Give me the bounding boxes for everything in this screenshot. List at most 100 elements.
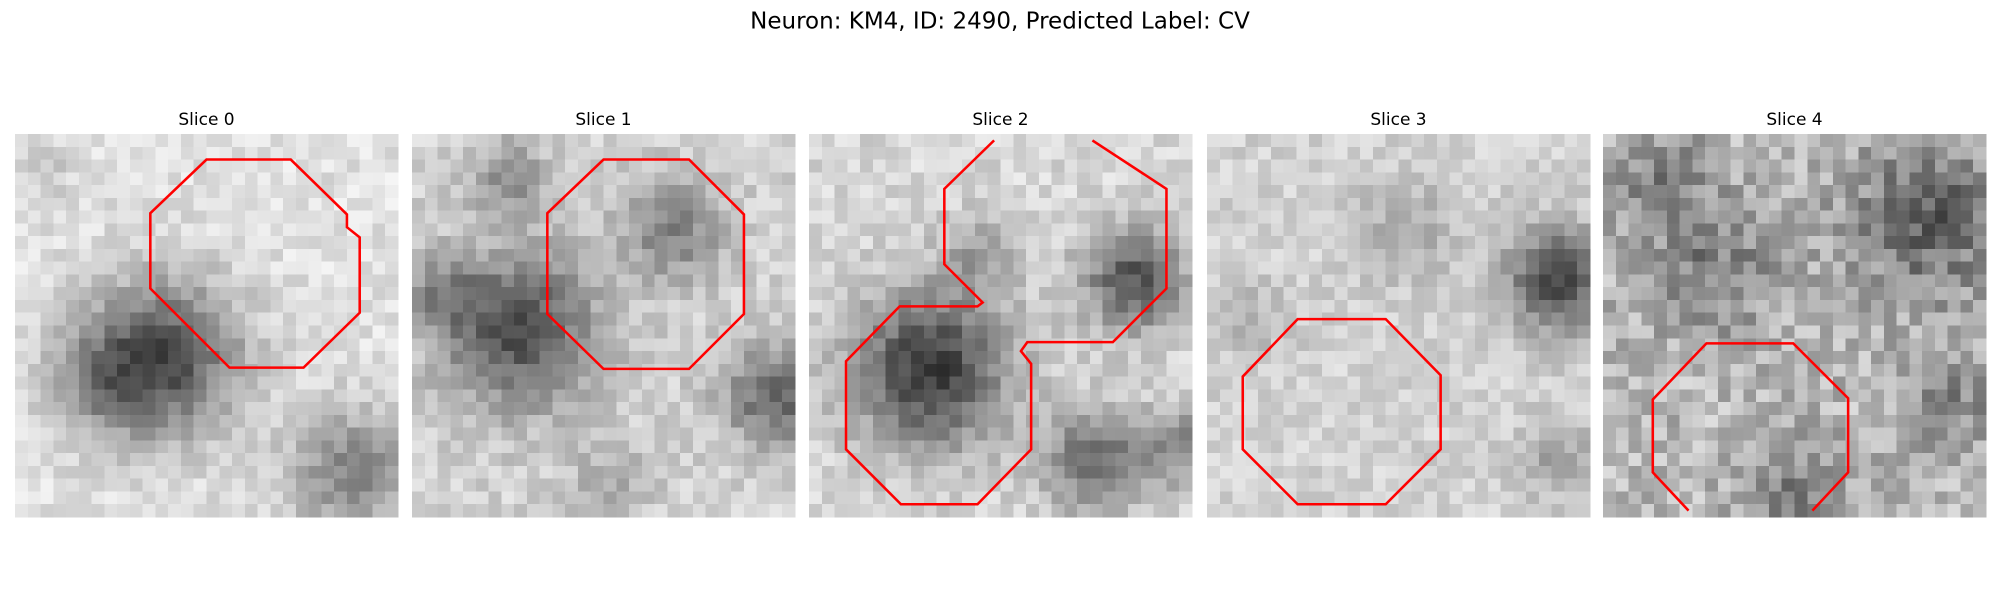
pixel [539, 172, 553, 186]
pixel [193, 312, 207, 326]
pixel [1140, 338, 1155, 352]
pixel [692, 453, 707, 467]
pixel [1077, 312, 1091, 326]
pixel [821, 210, 835, 224]
pixel [1973, 440, 1987, 454]
pixel [987, 325, 1001, 339]
pixel [1309, 236, 1323, 250]
pixel [809, 427, 823, 441]
pixel [78, 453, 92, 467]
pixel [488, 223, 502, 237]
pixel [1283, 146, 1297, 160]
slice-image [809, 134, 1193, 518]
pixel [1743, 351, 1757, 365]
pixel [232, 491, 246, 505]
pixel [1487, 478, 1502, 492]
pixel [1883, 261, 1898, 275]
pixel [1102, 134, 1116, 148]
pixel [1309, 440, 1323, 454]
pixel [1153, 440, 1167, 454]
pixel [1051, 478, 1065, 492]
pixel [359, 236, 373, 250]
pixel [1360, 248, 1374, 263]
pixel [1871, 210, 1885, 224]
pixel [885, 159, 899, 173]
pixel [180, 427, 195, 441]
pixel [27, 248, 41, 263]
pixel [911, 134, 925, 148]
pixel [514, 402, 528, 416]
pixel [1781, 134, 1795, 148]
pixel [885, 172, 899, 186]
pixel [1207, 248, 1221, 263]
pixel [756, 325, 770, 339]
pixel [219, 287, 233, 301]
pixel [1347, 453, 1361, 467]
pixel [1283, 159, 1297, 173]
pixel [1462, 236, 1476, 250]
pixel [412, 351, 426, 365]
pixel [412, 172, 426, 186]
pixel [308, 389, 322, 403]
pixel [565, 414, 579, 429]
pixel [372, 185, 386, 199]
pixel [1603, 274, 1617, 288]
pixel [860, 223, 874, 237]
pixel [1820, 351, 1834, 365]
pixel [257, 223, 271, 237]
pixel [834, 491, 848, 505]
pixel [974, 376, 989, 390]
pixel [206, 504, 220, 518]
pixel [1064, 312, 1078, 326]
pixel [692, 197, 707, 211]
pixel [1258, 312, 1272, 326]
pixel [1270, 223, 1284, 237]
pixel [1089, 146, 1104, 160]
pixel [488, 261, 502, 275]
pixel [117, 146, 131, 160]
pixel [1102, 351, 1116, 365]
pixel [1781, 414, 1795, 429]
pixel [1768, 197, 1783, 211]
pixel [526, 402, 541, 416]
pixel [475, 197, 489, 211]
pixel [1692, 504, 1706, 518]
pixel [1424, 478, 1438, 492]
pixel [1309, 223, 1323, 237]
pixel [987, 465, 1001, 480]
pixel [654, 440, 668, 454]
pixel [1398, 172, 1412, 186]
pixel [1883, 440, 1898, 454]
pixel [1679, 197, 1693, 211]
pixel [501, 338, 515, 352]
pixel [359, 312, 373, 326]
pixel [1564, 389, 1578, 403]
pixel [1411, 197, 1425, 211]
pixel [1654, 414, 1668, 429]
pixel [1166, 248, 1180, 263]
pixel [680, 478, 694, 492]
pixel [27, 261, 41, 275]
pixel [782, 338, 796, 352]
pixel [692, 236, 707, 250]
pixel [987, 427, 1001, 441]
pixel [590, 210, 604, 224]
pixel [1258, 134, 1272, 148]
pixel [539, 134, 553, 148]
pixel [872, 159, 886, 173]
pixel [743, 376, 758, 390]
pixel [1654, 325, 1668, 339]
pixel [654, 312, 668, 326]
pixel [232, 146, 246, 160]
pixel [718, 312, 732, 326]
pixel [244, 351, 258, 365]
pixel [1089, 197, 1104, 211]
pixel [66, 185, 80, 199]
pixel [603, 197, 617, 211]
pixel [1883, 299, 1898, 314]
pixel [1603, 338, 1617, 352]
pixel [872, 287, 886, 301]
pixel [244, 248, 258, 263]
pixel [1641, 389, 1655, 403]
pixel [1858, 325, 1872, 339]
